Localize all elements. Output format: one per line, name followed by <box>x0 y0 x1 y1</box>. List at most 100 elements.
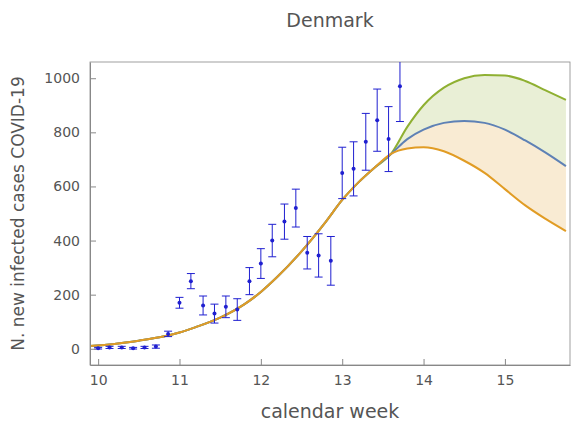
error-bar-cap <box>315 277 323 278</box>
error-bar-cap <box>315 233 323 234</box>
model-curve <box>90 121 566 346</box>
axis-line <box>91 365 571 366</box>
error-bar-cap <box>350 195 358 196</box>
tick: 1000 <box>44 70 96 86</box>
error-bar-cap <box>280 204 288 205</box>
data-point <box>189 279 193 283</box>
data-point <box>340 171 344 175</box>
tick-mark <box>505 359 506 365</box>
error-bar-cap <box>338 198 346 199</box>
data-points <box>94 62 404 350</box>
data-point <box>375 118 379 122</box>
error-bar-cap <box>292 227 300 228</box>
error-bar-cap <box>222 317 230 318</box>
error-bar <box>303 236 311 268</box>
data-point <box>305 251 309 255</box>
title: Denmark <box>286 9 373 31</box>
error-bar-cap <box>362 170 370 171</box>
error-bar-cap <box>233 320 241 321</box>
error-bar <box>373 89 381 151</box>
tick-mark <box>90 186 96 187</box>
chart: 10 11 12 13 14 15 0 200 400 600 800 1000 Denmark cale… <box>0 0 580 432</box>
error-bar <box>164 331 172 336</box>
data-point <box>96 346 100 350</box>
error-bar <box>350 142 358 196</box>
data-point <box>364 140 368 144</box>
data-point <box>120 345 124 349</box>
tick-label: 11 <box>171 372 189 388</box>
error-bar <box>245 268 253 295</box>
error-bar-cap <box>245 294 253 295</box>
data-point <box>387 137 391 141</box>
error-bar-cap <box>164 336 172 337</box>
data-point <box>247 279 251 283</box>
error-bar <box>338 147 346 198</box>
error-bar-cap <box>292 189 300 190</box>
error-bar-cap <box>385 171 393 172</box>
data-point <box>235 308 239 312</box>
tick-mark <box>424 359 425 365</box>
error-bar-cap <box>350 141 358 142</box>
tick: 400 <box>53 233 96 249</box>
tick: 14 <box>415 359 433 388</box>
plot-area <box>90 62 566 350</box>
y-axis-title: N. new infected cases COVID-19 <box>8 76 28 350</box>
error-bar <box>141 346 149 348</box>
tick-mark <box>90 78 96 79</box>
error-bar-cap <box>175 308 183 309</box>
error-bar-cap <box>396 121 404 122</box>
data-point <box>143 345 147 349</box>
data-point <box>352 167 356 171</box>
error-bar-stem <box>399 62 400 122</box>
tick-mark <box>261 359 262 365</box>
tick: 800 <box>53 124 96 140</box>
error-bar <box>175 297 183 308</box>
error-bar-cap <box>187 288 195 289</box>
error-bar-cap <box>327 236 335 237</box>
tick-mark <box>90 349 96 350</box>
tick: 600 <box>53 178 96 194</box>
error-bar-cap <box>338 147 346 148</box>
data-point <box>108 345 112 349</box>
error-bar <box>199 296 207 315</box>
error-bar-cap <box>187 273 195 274</box>
data-point <box>177 301 181 305</box>
tick-mark <box>98 359 99 365</box>
tick-label: 0 <box>71 341 80 357</box>
tick-mark <box>90 132 96 133</box>
tick: 200 <box>53 287 96 303</box>
error-bar <box>268 224 276 256</box>
tick-mark <box>342 359 343 365</box>
error-bar-cap <box>257 248 265 249</box>
error-bar <box>210 304 218 323</box>
error-bar <box>362 113 370 170</box>
model-curve <box>90 75 566 346</box>
tick-mark <box>90 241 96 242</box>
tick-mark <box>179 359 180 365</box>
error-bar-cap <box>373 89 381 90</box>
x-axis-title: calendar week <box>261 400 400 422</box>
data-point <box>131 346 135 350</box>
band <box>90 75 566 346</box>
tick-label: 14 <box>415 372 433 388</box>
tick-label: 13 <box>334 372 352 388</box>
error-bar-cap <box>327 285 335 286</box>
data-point <box>154 345 158 349</box>
tick-label: 800 <box>53 124 80 140</box>
tick-label: 10 <box>90 372 108 388</box>
data-point <box>294 206 298 210</box>
error-bar <box>118 346 126 348</box>
tick-label: 12 <box>252 372 270 388</box>
tick-label: 15 <box>497 372 515 388</box>
error-bar <box>233 299 241 321</box>
band <box>90 121 566 346</box>
y-axis: 0 200 400 600 800 1000 <box>44 63 96 366</box>
error-bar <box>222 296 230 318</box>
data-point <box>166 332 170 336</box>
error-bar <box>385 107 393 172</box>
data-point <box>270 239 274 243</box>
tick: 0 <box>71 341 96 357</box>
error-bar-cap <box>268 256 276 257</box>
x-axis: 10 11 12 13 14 15 <box>90 359 571 388</box>
tick-mark <box>90 295 96 296</box>
